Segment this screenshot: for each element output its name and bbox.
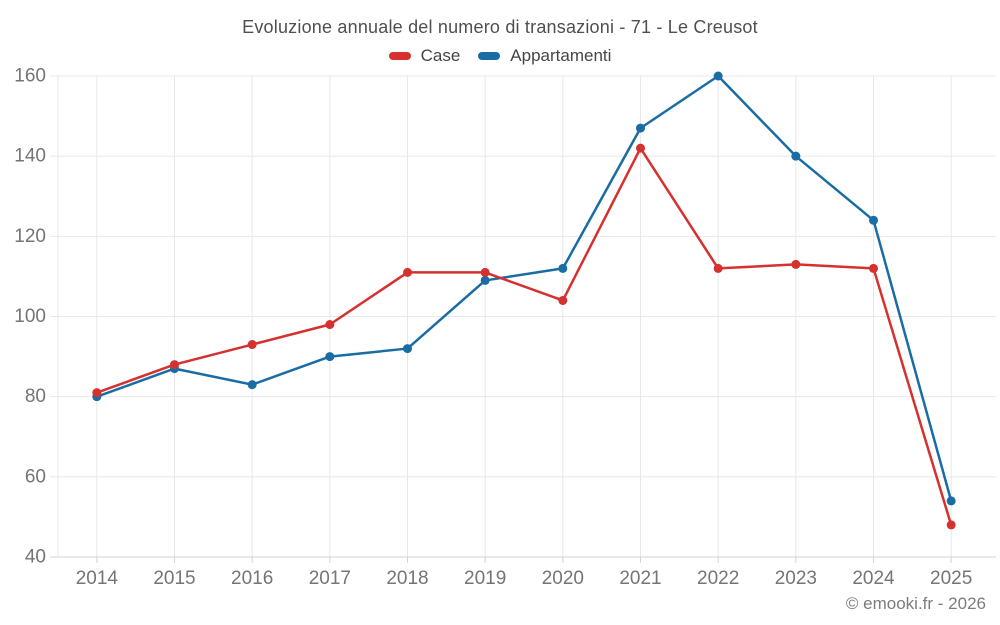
data-point-case-2017[interactable]: [325, 320, 335, 330]
data-point-case-2024[interactable]: [869, 263, 878, 273]
y-tick-label: 60: [25, 466, 46, 487]
data-point-appartamenti-2016[interactable]: [247, 380, 257, 390]
case-series-swatch-icon: [388, 52, 411, 60]
x-tick-label: 2017: [309, 568, 351, 589]
x-tick-label: 2022: [697, 568, 739, 589]
data-point-appartamenti-2021[interactable]: [636, 123, 645, 133]
legend: Case Appartamenti: [0, 46, 1000, 66]
series-line-appartamenti: [95, 74, 953, 503]
x-tick-label: 2021: [619, 568, 661, 589]
data-point-appartamenti-2024[interactable]: [869, 215, 878, 225]
x-tick-label: 2018: [386, 568, 428, 589]
data-point-case-2022[interactable]: [713, 263, 723, 273]
data-point-case-2021[interactable]: [636, 143, 645, 153]
data-point-case-2019[interactable]: [480, 267, 490, 277]
data-point-case-2023[interactable]: [791, 259, 801, 269]
x-tick-label: 2015: [153, 568, 195, 589]
data-point-appartamenti-2025[interactable]: [946, 496, 956, 506]
y-tick-label: 160: [14, 66, 46, 87]
chart-title: Evoluzione annuale del numero di transaz…: [242, 17, 758, 37]
data-point-appartamenti-2017[interactable]: [325, 352, 335, 362]
data-point-appartamenti-2022[interactable]: [713, 71, 723, 81]
series-line-case: [95, 146, 953, 527]
y-tick-label: 40: [25, 547, 46, 568]
data-point-appartamenti-2018[interactable]: [403, 344, 412, 354]
data-point-case-2015[interactable]: [170, 360, 179, 370]
y-tick-label: 80: [25, 386, 46, 407]
legend-label-case: Case: [420, 46, 461, 65]
x-tick-label: 2019: [464, 568, 506, 589]
data-point-case-2025[interactable]: [946, 520, 956, 530]
legend-label-appartamenti: Appartamenti: [510, 46, 612, 65]
legend-item-appartamenti[interactable]: Appartamenti: [478, 46, 611, 66]
data-point-case-2014[interactable]: [92, 388, 102, 398]
x-tick-label: 2020: [542, 568, 584, 589]
data-point-appartamenti-2023[interactable]: [791, 151, 801, 161]
legend-item-case[interactable]: Case: [388, 46, 461, 66]
y-tick-label: 140: [14, 146, 46, 167]
y-tick-label: 120: [14, 226, 46, 247]
data-point-case-2016[interactable]: [247, 340, 257, 350]
x-tick-label: 2023: [775, 568, 817, 589]
data-point-case-2020[interactable]: [558, 295, 568, 305]
y-tick-label: 100: [14, 306, 46, 327]
x-tick-label: 2024: [852, 568, 895, 589]
data-point-case-2018[interactable]: [403, 267, 412, 277]
appartamenti-series-swatch-icon: [478, 52, 501, 60]
x-tick-label: 2025: [930, 568, 972, 589]
x-tick-label: 2016: [231, 568, 273, 589]
data-point-appartamenti-2019[interactable]: [480, 275, 490, 285]
data-point-appartamenti-2020[interactable]: [558, 263, 568, 273]
footer-credit: © emooki.fr - 2026: [845, 594, 986, 613]
x-tick-label: 2014: [76, 568, 119, 589]
